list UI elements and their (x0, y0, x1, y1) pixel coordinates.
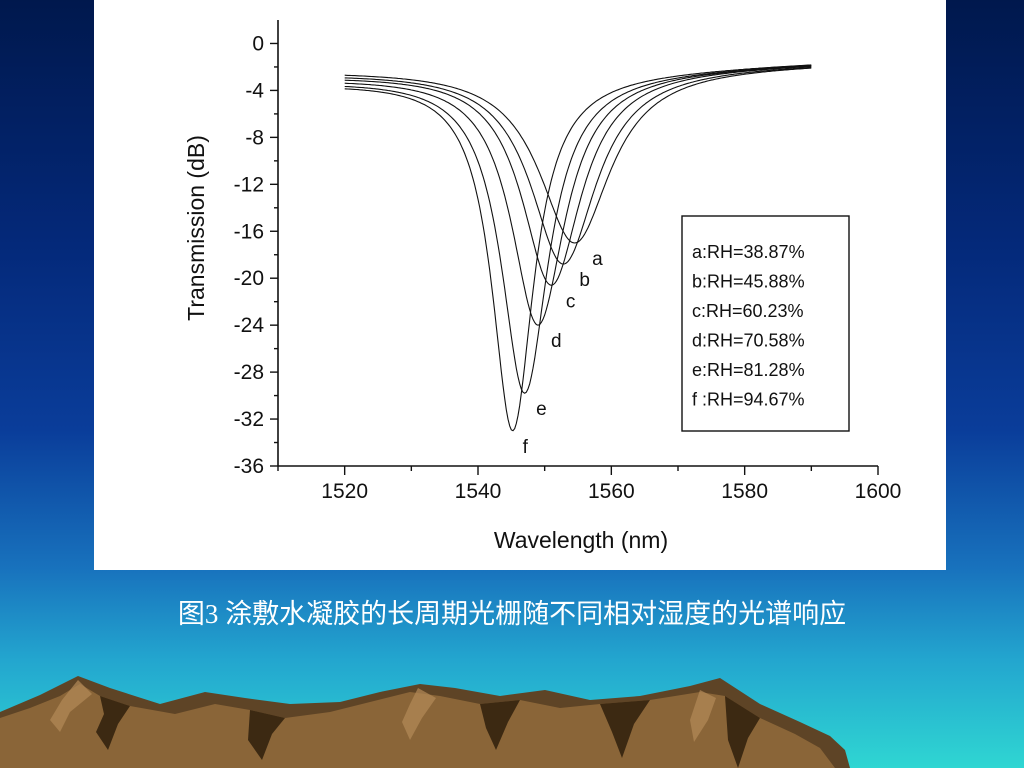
legend-entry-b: b:RH=45.88% (692, 272, 805, 292)
legend: a:RH=38.87% b:RH=45.88% c:RH=60.23% d:RH=70… (681, 215, 850, 432)
x-tick-label: 1600 (855, 480, 902, 503)
legend-box (681, 215, 850, 432)
x-tick-label: 1520 (321, 480, 368, 503)
curve-label-f: f (523, 437, 529, 458)
y-tick-label: -4 (245, 79, 264, 102)
spectrum-curve-d (344, 65, 812, 326)
axes: 0 -4 -8 -12 -16 -20 -24 -28 -32 -36 1520 1540 1560 15… (234, 20, 902, 503)
y-tick-label: -28 (234, 361, 264, 384)
y-axis-title: Transmission (dB) (183, 135, 209, 321)
figure-panel: 0 -4 -8 -12 -16 -20 -24 -28 -32 -36 1520 1540 1560 15… (94, 0, 946, 570)
y-tick-label: 0 (252, 32, 264, 55)
curve-label-c: c (566, 291, 576, 312)
curve-label-e: e (536, 399, 547, 420)
y-tick-label: -32 (234, 408, 264, 431)
legend-entry-f: f :RH=94.67% (692, 390, 805, 410)
spectrum-curve-c (344, 65, 812, 286)
y-tick-label: -12 (234, 173, 264, 196)
mountain-shadows (96, 696, 760, 768)
spectrum-curve-f (344, 64, 812, 432)
transmission-chart: 0 -4 -8 -12 -16 -20 -24 -28 -32 -36 1520 1540 1560 15… (183, 20, 902, 553)
spectrum-curve-e (344, 64, 812, 394)
x-tick-label: 1560 (588, 480, 635, 503)
y-tick-label: -16 (234, 220, 264, 243)
y-tick-label: -20 (234, 267, 264, 290)
curve-label-a: a (592, 249, 603, 270)
figure-caption: 图3 涂敷水凝胶的长周期光栅随不同相对湿度的光谱响应 (177, 599, 847, 629)
x-tick-label: 1580 (721, 480, 768, 503)
legend-entry-c: c:RH=60.23% (692, 301, 804, 321)
curve-label-b: b (579, 270, 590, 291)
y-tick-label: -36 (234, 455, 264, 478)
spectrum-curves (344, 64, 812, 432)
legend-entry-d: d:RH=70.58% (692, 331, 805, 351)
curve-label-d: d (551, 331, 562, 352)
spectrum-curve-b (344, 66, 812, 265)
x-tick-label: 1540 (455, 480, 502, 503)
y-tick-label: -24 (234, 314, 265, 337)
legend-entry-a: a:RH=38.87% (692, 242, 805, 262)
mountain-decoration (0, 676, 850, 768)
x-axis-title: Wavelength (nm) (494, 527, 668, 553)
legend-entry-e: e:RH=81.28% (692, 360, 805, 380)
y-tick-label: -8 (245, 126, 264, 149)
